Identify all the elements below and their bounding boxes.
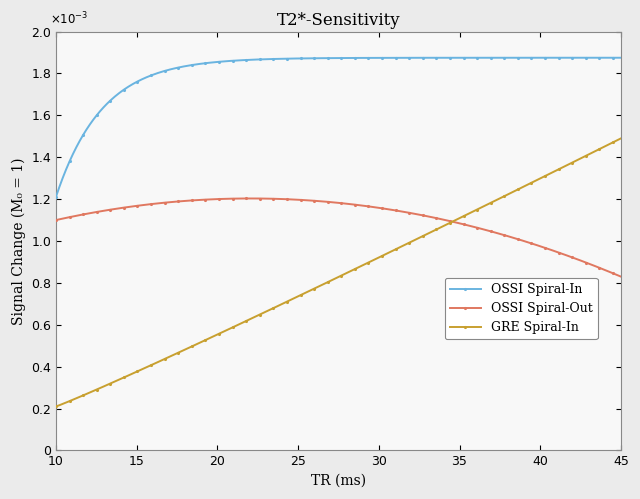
Line: OSSI Spiral-In: OSSI Spiral-In [54,56,623,199]
OSSI Spiral-Out [516,237,524,243]
GRE Spiral-In [324,279,332,285]
OSSI Spiral-In [617,55,625,61]
GRE Spiral-In [388,248,396,254]
Y-axis label: Signal Change (M₀ = 1): Signal Change (M₀ = 1) [11,157,26,325]
OSSI Spiral-Out [325,199,333,205]
OSSI Spiral-In [515,55,523,61]
OSSI Spiral-In [52,194,60,200]
OSSI Spiral-Out [617,273,625,279]
GRE Spiral-In [52,404,60,410]
Line: GRE Spiral-In: GRE Spiral-In [54,137,623,408]
OSSI Spiral-In [604,55,611,61]
GRE Spiral-In [604,142,611,148]
OSSI Spiral-In [388,55,396,61]
OSSI Spiral-In [358,55,365,61]
Text: $\times10^{-3}$: $\times10^{-3}$ [51,11,88,27]
Legend: OSSI Spiral-In, OSSI Spiral-Out, GRE Spiral-In: OSSI Spiral-In, OSSI Spiral-Out, GRE Spi… [445,278,598,339]
OSSI Spiral-Out [52,217,60,223]
GRE Spiral-In [515,186,523,192]
GRE Spiral-In [321,281,328,287]
OSSI Spiral-Out [605,268,612,274]
X-axis label: TR (ms): TR (ms) [311,474,366,488]
GRE Spiral-In [617,135,625,141]
OSSI Spiral-In [321,55,328,61]
OSSI Spiral-Out [247,196,255,202]
OSSI Spiral-Out [321,199,329,205]
OSSI Spiral-Out [390,207,397,213]
OSSI Spiral-In [324,55,332,61]
Line: OSSI Spiral-Out: OSSI Spiral-Out [54,197,623,278]
Title: T2*-Sensitivity: T2*-Sensitivity [276,11,400,28]
GRE Spiral-In [358,263,365,269]
OSSI Spiral-Out [359,203,367,209]
